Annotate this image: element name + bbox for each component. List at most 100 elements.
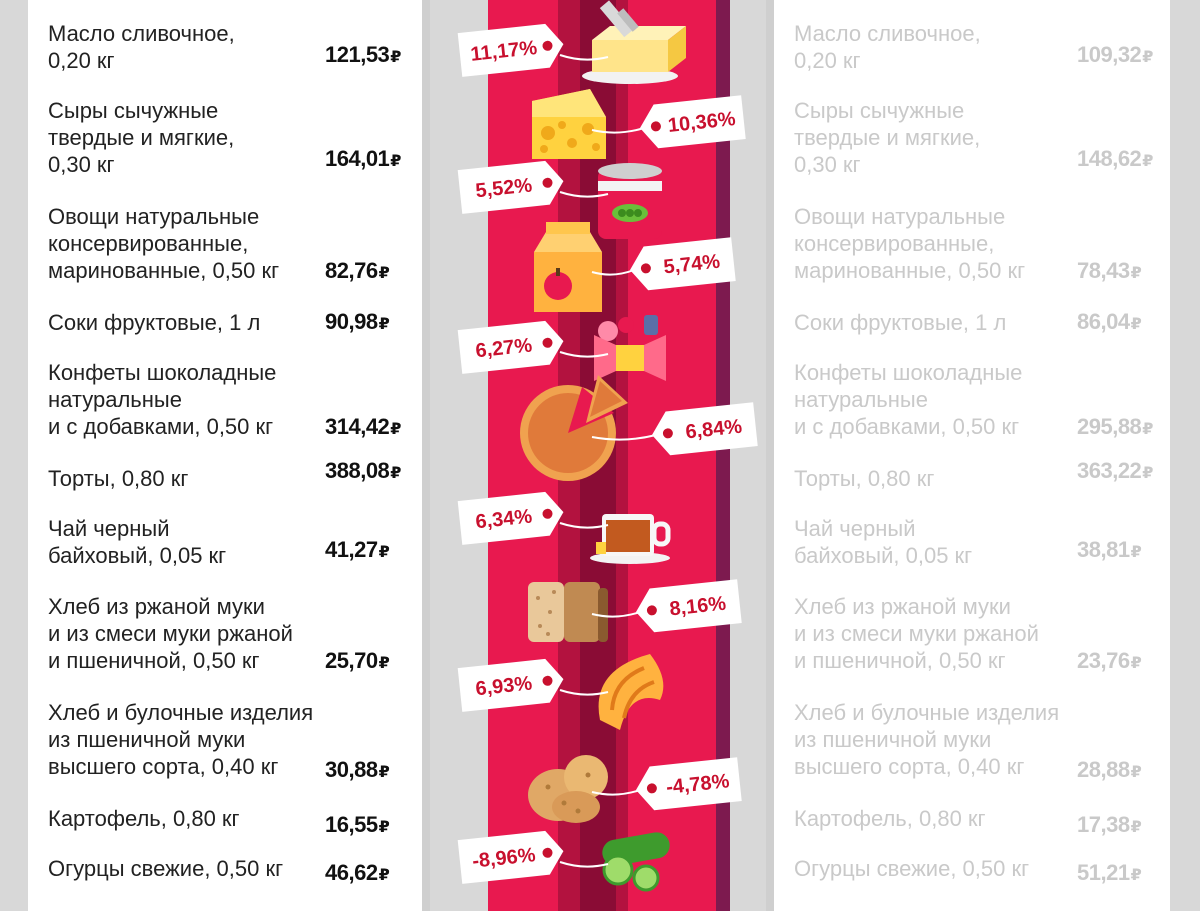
tag-hole: [650, 121, 661, 132]
product-name: Хлеб и булочные изделия из пшеничной мук…: [794, 700, 1060, 779]
change-tag: 5,74%: [630, 237, 736, 291]
cucumber-icon: [602, 832, 670, 892]
ruble-sign: ₽: [1142, 49, 1153, 66]
tag-shape: [636, 757, 742, 811]
price-value: 109,32: [1077, 42, 1142, 67]
tag-shape: [630, 237, 736, 291]
product-name: Торты, 0,80 кг: [794, 466, 935, 491]
tag-string: [591, 611, 641, 618]
product-name: Овощи натуральные консервированные, мари…: [794, 204, 1026, 283]
tag-shape: [457, 658, 564, 712]
tag-string: [591, 269, 635, 276]
previous-price: 295,88₽: [1077, 414, 1153, 440]
ruble-sign: ₽: [390, 153, 401, 170]
tag-hole: [646, 783, 657, 794]
tag-shape: [457, 160, 564, 214]
change-tag: 6,34%: [457, 491, 564, 545]
price-value: 38,81: [1077, 537, 1130, 562]
product-name: Сыры сычужные твердые и мягкие, 0,30 кг: [794, 98, 981, 177]
price-value: 23,76: [1077, 648, 1130, 673]
price-value: 46,62: [325, 860, 378, 885]
product-name: Овощи натуральные консервированные, мари…: [48, 204, 280, 283]
ruble-sign: ₽: [378, 867, 390, 884]
tag-string: [591, 434, 657, 441]
ruble-sign: ₽: [378, 316, 390, 333]
tag-hole: [542, 40, 553, 51]
ruble-sign: ₽: [390, 465, 401, 482]
tag-shape: [457, 23, 564, 77]
current-price: 164,01₽: [325, 146, 401, 172]
previous-price: 363,22₽: [1077, 458, 1153, 484]
tag-string: [591, 127, 645, 134]
price-value: 388,08: [325, 458, 390, 483]
tag-shape: [457, 491, 564, 545]
tag-string: [559, 689, 609, 696]
price-value: 90,98: [325, 309, 378, 334]
ruble-sign: ₽: [1130, 316, 1142, 333]
current-price: 16,55₽: [325, 812, 390, 838]
previous-price: 17,38₽: [1077, 812, 1142, 838]
product-name: Соки фруктовые, 1 л: [794, 310, 1007, 335]
price-value: 86,04: [1077, 309, 1130, 334]
product-name: Масло сливочное, 0,20 кг: [794, 21, 981, 73]
change-tag: 6,84%: [652, 402, 758, 456]
previous-price: 38,81₽: [1077, 537, 1142, 563]
tag-shape: [457, 830, 564, 884]
ruble-sign: ₽: [1130, 867, 1142, 884]
current-price: 121,53₽: [325, 42, 401, 68]
price-value: 78,43: [1077, 258, 1130, 283]
potato-icon: [528, 755, 608, 823]
change-tag: 11,17%: [457, 23, 564, 77]
price-value: 363,22: [1077, 458, 1142, 483]
product-name: Картофель, 0,80 кг: [794, 806, 986, 831]
price-value: 295,88: [1077, 414, 1142, 439]
product-name: Сыры сычужные твердые и мягкие, 0,30 кг: [48, 98, 235, 177]
pie-icon: [520, 375, 628, 481]
product-name: Чай черный байховый, 0,05 кг: [794, 516, 973, 568]
price-value: 41,27: [325, 537, 378, 562]
tea-cup-icon: [590, 514, 671, 564]
rye-bread-icon: [528, 582, 608, 642]
previous-price: 109,32₽: [1077, 42, 1153, 68]
product-name: Конфеты шоколадные натуральные и с добав…: [794, 360, 1023, 439]
product-name: Хлеб и булочные изделия из пшеничной мук…: [48, 700, 314, 779]
product-name: Картофель, 0,80 кг: [48, 806, 240, 831]
ruble-sign: ₽: [390, 421, 401, 438]
current-price: 30,88₽: [325, 757, 390, 783]
tag-hole: [542, 177, 553, 188]
tag-hole: [640, 263, 651, 274]
tag-string: [559, 191, 609, 198]
tag-hole: [662, 428, 673, 439]
previous-prices-panel: Масло сливочное, 0,20 кг 109,32₽ Сыры сычу…: [774, 0, 1170, 911]
tag-hole: [542, 675, 553, 686]
change-tag: 5,52%: [457, 160, 564, 214]
price-value: 17,38: [1077, 812, 1130, 837]
price-value: 164,01: [325, 146, 390, 171]
product-name: Чай черный байховый, 0,05 кг: [48, 516, 227, 568]
tag-shape: [636, 579, 742, 633]
tag-shape: [457, 320, 564, 374]
juice-box-icon: [534, 222, 602, 312]
previous-price: 86,04₽: [1077, 309, 1142, 335]
change-tag: 6,27%: [457, 320, 564, 374]
product-name: Торты, 0,80 кг: [48, 466, 189, 491]
right-divider: [766, 0, 774, 911]
product-name: Хлеб из ржаной муки и из смеси муки ржан…: [48, 594, 293, 673]
ruble-sign: ₽: [1130, 764, 1142, 781]
price-value: 30,88: [325, 757, 378, 782]
ruble-sign: ₽: [1142, 421, 1153, 438]
price-value: 314,42: [325, 414, 390, 439]
price-value: 148,62: [1077, 146, 1142, 171]
price-value: 16,55: [325, 812, 378, 837]
product-name: Хлеб из ржаной муки и из смеси муки ржан…: [794, 594, 1039, 673]
current-price: 82,76₽: [325, 258, 390, 284]
change-tag: 8,16%: [636, 579, 742, 633]
tag-string: [559, 54, 609, 61]
tag-hole: [646, 605, 657, 616]
change-tag: -4,78%: [636, 757, 742, 811]
price-value: 121,53: [325, 42, 390, 67]
price-value: 82,76: [325, 258, 378, 283]
candy-icon: [594, 315, 666, 381]
tag-shape: [640, 95, 746, 149]
ruble-sign: ₽: [378, 265, 390, 282]
